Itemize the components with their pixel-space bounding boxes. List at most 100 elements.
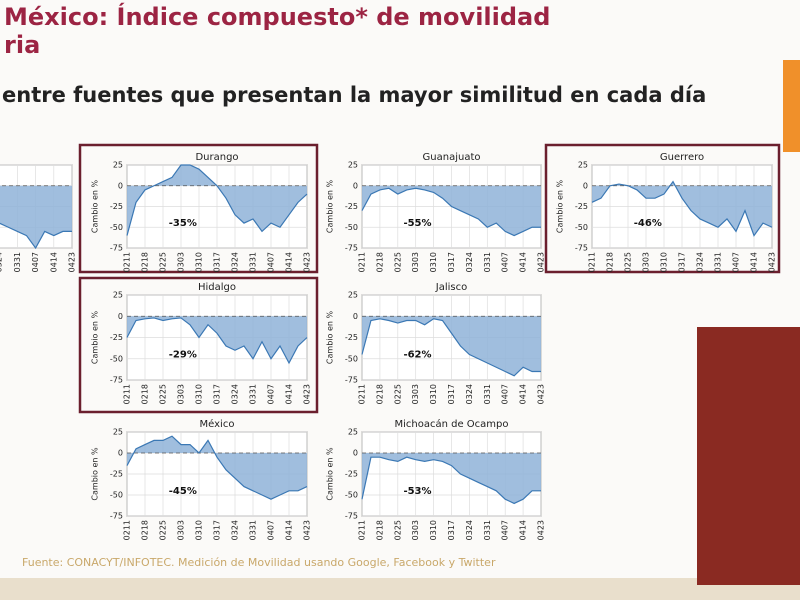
x-tick-label: 0324 [465, 384, 474, 404]
y-axis-label: Cambio en % [326, 311, 335, 365]
x-tick-label: 0331 [13, 252, 22, 272]
chart-title: Guerrero [660, 152, 704, 163]
x-tick-label: 0225 [159, 520, 168, 540]
series-line [361, 456, 541, 505]
x-tick-label: 0310 [195, 384, 204, 404]
x-tick-label: 0331 [249, 252, 258, 272]
series-line [591, 180, 773, 237]
y-tick-label: 25 [113, 428, 123, 437]
y-tick-label: -25 [345, 202, 358, 211]
y-tick-label: 25 [113, 161, 123, 170]
x-tick-label: 0218 [141, 520, 150, 540]
annotation: -45% [169, 486, 197, 497]
x-tick-label: 0414 [285, 384, 294, 404]
x-tick-label: 0310 [195, 520, 204, 540]
y-tick-label: 25 [348, 161, 358, 170]
x-tick-label: 0414 [519, 384, 528, 404]
annotation: -53% [403, 486, 431, 497]
x-tick-label: 0407 [501, 252, 510, 272]
x-tick-label: 0407 [267, 384, 276, 404]
x-tick-label: 0317 [447, 520, 456, 540]
chart-title: México [200, 418, 235, 430]
x-tick-label: 0211 [358, 252, 367, 272]
chart-title: Hidalgo [198, 282, 236, 293]
x-tick-label: 0324 [231, 520, 240, 540]
y-tick-label: -75 [110, 512, 123, 521]
y-tick-label: 25 [348, 428, 358, 437]
annotation: -29% [169, 350, 197, 361]
chart-title: Guanajuato [423, 152, 481, 163]
y-tick-label: -75 [345, 244, 358, 253]
x-tick-label: 0414 [285, 520, 294, 540]
area-fill [127, 436, 307, 500]
x-tick-label: 0423 [303, 520, 312, 540]
x-tick-label: 0324 [696, 252, 705, 272]
x-tick-label: 0225 [393, 384, 402, 404]
y-tick-label: 0 [118, 312, 123, 321]
x-tick-label: 0211 [358, 384, 367, 404]
y-tick-label: -50 [575, 223, 588, 232]
y-axis-label: Cambio en % [326, 180, 335, 234]
x-tick-label: 0211 [123, 252, 132, 272]
x-tick-label: 0303 [177, 384, 186, 404]
series-line [361, 187, 541, 237]
y-tick-label: -25 [345, 470, 358, 479]
x-tick-label: 0407 [31, 252, 40, 272]
y-tick-label: 25 [113, 291, 123, 300]
x-tick-label: 0324 [0, 252, 4, 272]
x-tick-label: 0218 [375, 384, 384, 404]
chart-title: Durango [195, 152, 238, 163]
x-tick-label: 0331 [249, 384, 258, 404]
x-tick-label: 0423 [768, 252, 777, 272]
y-tick-label: 25 [348, 291, 358, 300]
y-tick-label: 25 [578, 161, 588, 170]
annotation: -46% [634, 218, 662, 229]
x-tick-label: 0225 [624, 252, 633, 272]
x-tick-label: 0303 [642, 252, 651, 272]
x-tick-label: 0218 [606, 252, 615, 272]
x-tick-label: 0211 [588, 252, 597, 272]
annotation: -55% [403, 218, 431, 229]
x-tick-label: 0414 [519, 520, 528, 540]
x-tick-label: 0310 [429, 520, 438, 540]
x-tick-label: 0414 [285, 252, 294, 272]
accent-block [783, 60, 800, 152]
x-tick-label: 0303 [411, 252, 420, 272]
slide-title-line2: ria [4, 31, 40, 59]
x-tick-label: 0310 [660, 252, 669, 272]
y-tick-label: -75 [345, 512, 358, 521]
x-tick-label: 0407 [267, 252, 276, 272]
area-fill [127, 316, 307, 363]
chart-title: Michoacán de Ocampo [394, 418, 508, 430]
y-tick-label: -75 [575, 244, 588, 253]
x-tick-label: 0310 [195, 252, 204, 272]
x-tick-label: 0317 [213, 384, 222, 404]
y-tick-label: 0 [353, 181, 358, 190]
highlight-frame [78, 276, 319, 414]
chart-title: Jalisco [435, 282, 467, 293]
x-tick-label: 0317 [447, 252, 456, 272]
x-tick-label: 0324 [231, 384, 240, 404]
y-tick-label: -25 [110, 333, 123, 342]
x-tick-label: 0211 [123, 384, 132, 404]
y-tick-label: -75 [110, 376, 123, 385]
x-tick-label: 0303 [177, 252, 186, 272]
y-tick-label: -50 [110, 223, 123, 232]
y-tick-label: 0 [118, 449, 123, 458]
x-tick-label: 0218 [141, 384, 150, 404]
slide-title: México: Índice compuesto* de movilidad [4, 2, 550, 31]
x-tick-label: 0423 [68, 252, 77, 272]
x-tick-label: 0324 [465, 252, 474, 272]
y-axis-label: Cambio en % [556, 180, 565, 234]
y-tick-label: -50 [345, 354, 358, 363]
x-tick-label: 0423 [537, 384, 546, 404]
x-tick-label: 0211 [358, 520, 367, 540]
series-line [0, 222, 72, 250]
y-tick-label: -75 [345, 376, 358, 385]
x-tick-label: 0317 [447, 384, 456, 404]
x-tick-label: 0211 [123, 520, 132, 540]
y-axis-label: Cambio en % [91, 180, 100, 234]
x-tick-label: 0303 [411, 384, 420, 404]
